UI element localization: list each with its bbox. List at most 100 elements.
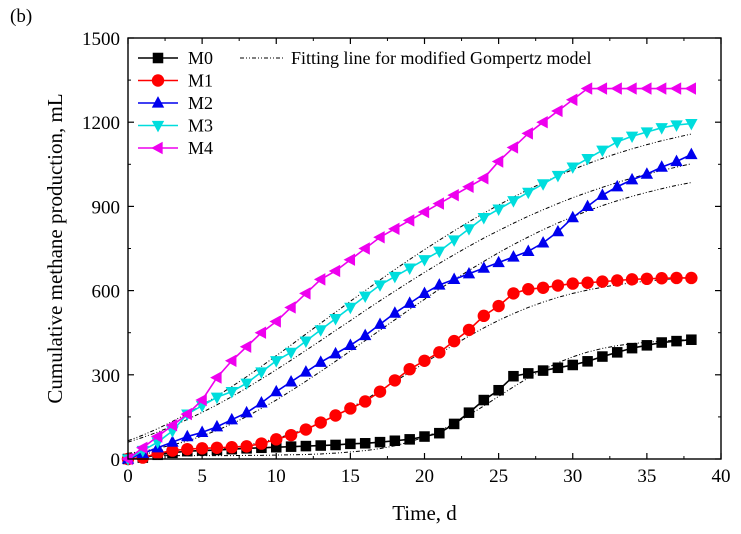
data-point-m3 (344, 302, 357, 315)
data-point-m1 (359, 395, 372, 408)
data-point-m2 (359, 328, 372, 341)
data-point-m2 (344, 338, 357, 350)
data-point-m0 (300, 440, 312, 452)
series-line-m3 (127, 122, 692, 460)
data-point-m1 (344, 402, 357, 415)
fit-line-m2 (127, 182, 692, 454)
data-point-m0 (345, 438, 356, 450)
data-point-m1 (403, 362, 416, 376)
data-point-m0 (626, 342, 638, 354)
data-point-m2 (403, 296, 416, 308)
data-point-m1 (596, 275, 609, 288)
data-point-m1 (670, 271, 683, 285)
data-point-m1 (255, 437, 268, 450)
data-point-m1 (492, 299, 505, 313)
y-tick-label: 1200 (82, 113, 120, 134)
data-point-m4 (669, 82, 682, 95)
data-point-m4 (224, 354, 237, 367)
data-point-m4 (313, 273, 326, 286)
data-point-m0 (374, 436, 386, 448)
data-point-m1 (507, 287, 520, 300)
legend-item-m3: M3 (138, 116, 213, 136)
data-point-m2 (611, 179, 624, 192)
data-point-m0 (389, 435, 401, 447)
data-point-m2 (566, 210, 579, 223)
legend-marker-m4 (151, 141, 163, 155)
data-point-m0 (463, 407, 475, 418)
data-point-m3 (536, 179, 550, 191)
data-point-m4 (640, 82, 652, 95)
data-point-m4 (284, 301, 296, 314)
y-tick-label: 1500 (82, 29, 120, 50)
legend-label: M0 (188, 48, 213, 68)
data-point-m3 (655, 123, 668, 135)
data-point-m2 (388, 306, 402, 318)
data-point-m4 (402, 214, 415, 227)
data-point-m0 (641, 340, 653, 351)
x-axis-label: Time, d (392, 501, 457, 525)
data-point-m2 (655, 160, 668, 172)
data-point-m4 (551, 104, 563, 118)
data-point-m4 (432, 197, 444, 210)
data-point-m4 (506, 141, 519, 154)
data-point-m4 (299, 287, 311, 300)
data-point-m1 (477, 309, 490, 323)
data-point-m1 (581, 276, 594, 289)
data-point-m3 (284, 347, 298, 360)
data-point-m2 (522, 244, 535, 256)
series-m4 (121, 82, 696, 466)
data-point-m4 (521, 127, 533, 140)
series-m3 (121, 118, 698, 466)
data-point-m1 (640, 272, 654, 286)
data-point-m0 (359, 438, 371, 449)
data-point-m1 (551, 279, 565, 292)
data-point-m3 (462, 224, 476, 236)
data-point-m4 (654, 82, 667, 95)
data-point-m1 (388, 374, 402, 387)
data-point-m2 (492, 255, 505, 268)
data-point-m4 (565, 93, 578, 106)
legend-item-m2: M2 (138, 93, 213, 113)
series-m1 (121, 271, 698, 466)
data-point-m2 (640, 167, 654, 179)
data-point-m3 (522, 187, 535, 200)
data-point-m2 (210, 419, 224, 432)
data-point-m3 (418, 255, 431, 267)
x-tick-label: 25 (489, 466, 508, 487)
x-tick-label: 5 (197, 466, 207, 487)
data-point-m0 (285, 441, 297, 452)
legend-item-fit: Fitting line for modified Gompertz model (240, 48, 591, 68)
data-point-m0 (552, 362, 564, 374)
data-point-m2 (447, 272, 461, 285)
data-point-m1 (240, 440, 253, 453)
legend-label: M3 (188, 116, 213, 136)
data-point-m1 (181, 442, 194, 456)
data-point-m4 (373, 231, 385, 244)
legend-fit-label: Fitting line for modified Gompertz model (291, 48, 591, 68)
legend-label: M4 (188, 138, 213, 158)
data-point-m3 (447, 235, 461, 247)
data-point-m2 (551, 224, 565, 237)
data-point-m1 (433, 346, 446, 359)
data-point-m3 (433, 246, 446, 259)
data-point-m3 (596, 145, 609, 158)
series-m2 (121, 147, 698, 464)
data-point-m3 (492, 204, 505, 217)
data-point-m3 (640, 127, 654, 139)
data-point-m3 (270, 356, 283, 368)
data-point-m2 (670, 154, 683, 167)
data-point-m1 (418, 354, 431, 367)
data-point-m2 (685, 147, 698, 160)
data-point-m1 (611, 274, 624, 287)
data-point-m2 (596, 188, 609, 200)
data-point-m2 (195, 425, 209, 437)
legend-label: M1 (188, 71, 213, 91)
data-point-m3 (314, 325, 327, 337)
data-point-m3 (299, 336, 313, 348)
legend-marker-m0 (152, 52, 164, 64)
legend-item-m0: M0 (138, 48, 213, 68)
data-point-m4 (476, 172, 489, 185)
data-point-m3 (329, 314, 342, 326)
